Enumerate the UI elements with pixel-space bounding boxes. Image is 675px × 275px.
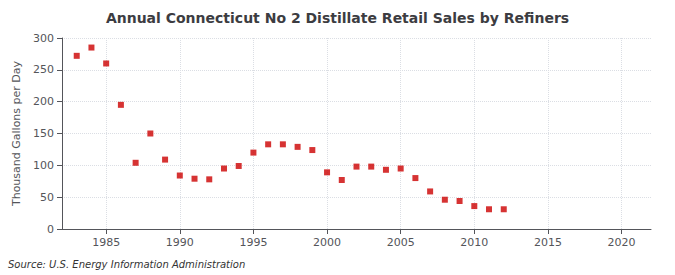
svg-text:50: 50	[40, 191, 54, 204]
svg-text:2010: 2010	[460, 236, 488, 249]
svg-text:2020: 2020	[608, 236, 636, 249]
svg-text:1995: 1995	[239, 236, 267, 249]
svg-text:2005: 2005	[387, 236, 415, 249]
svg-text:0: 0	[47, 223, 54, 236]
svg-text:300: 300	[33, 32, 54, 45]
svg-text:Annual Connecticut No 2 Distil: Annual Connecticut No 2 Distillate Retai…	[106, 10, 569, 26]
svg-text:200: 200	[33, 95, 54, 108]
svg-text:250: 250	[33, 63, 54, 76]
svg-text:1985: 1985	[92, 236, 120, 249]
svg-text:2015: 2015	[534, 236, 562, 249]
svg-text:150: 150	[33, 127, 54, 140]
svg-text:Source: U.S. Energy Informatio: Source: U.S. Energy Information Administ…	[8, 259, 245, 270]
svg-text:100: 100	[33, 159, 54, 172]
svg-text:Thousand Gallons per Day: Thousand Gallons per Day	[10, 60, 23, 207]
svg-text:1990: 1990	[166, 236, 194, 249]
svg-text:2000: 2000	[313, 236, 341, 249]
